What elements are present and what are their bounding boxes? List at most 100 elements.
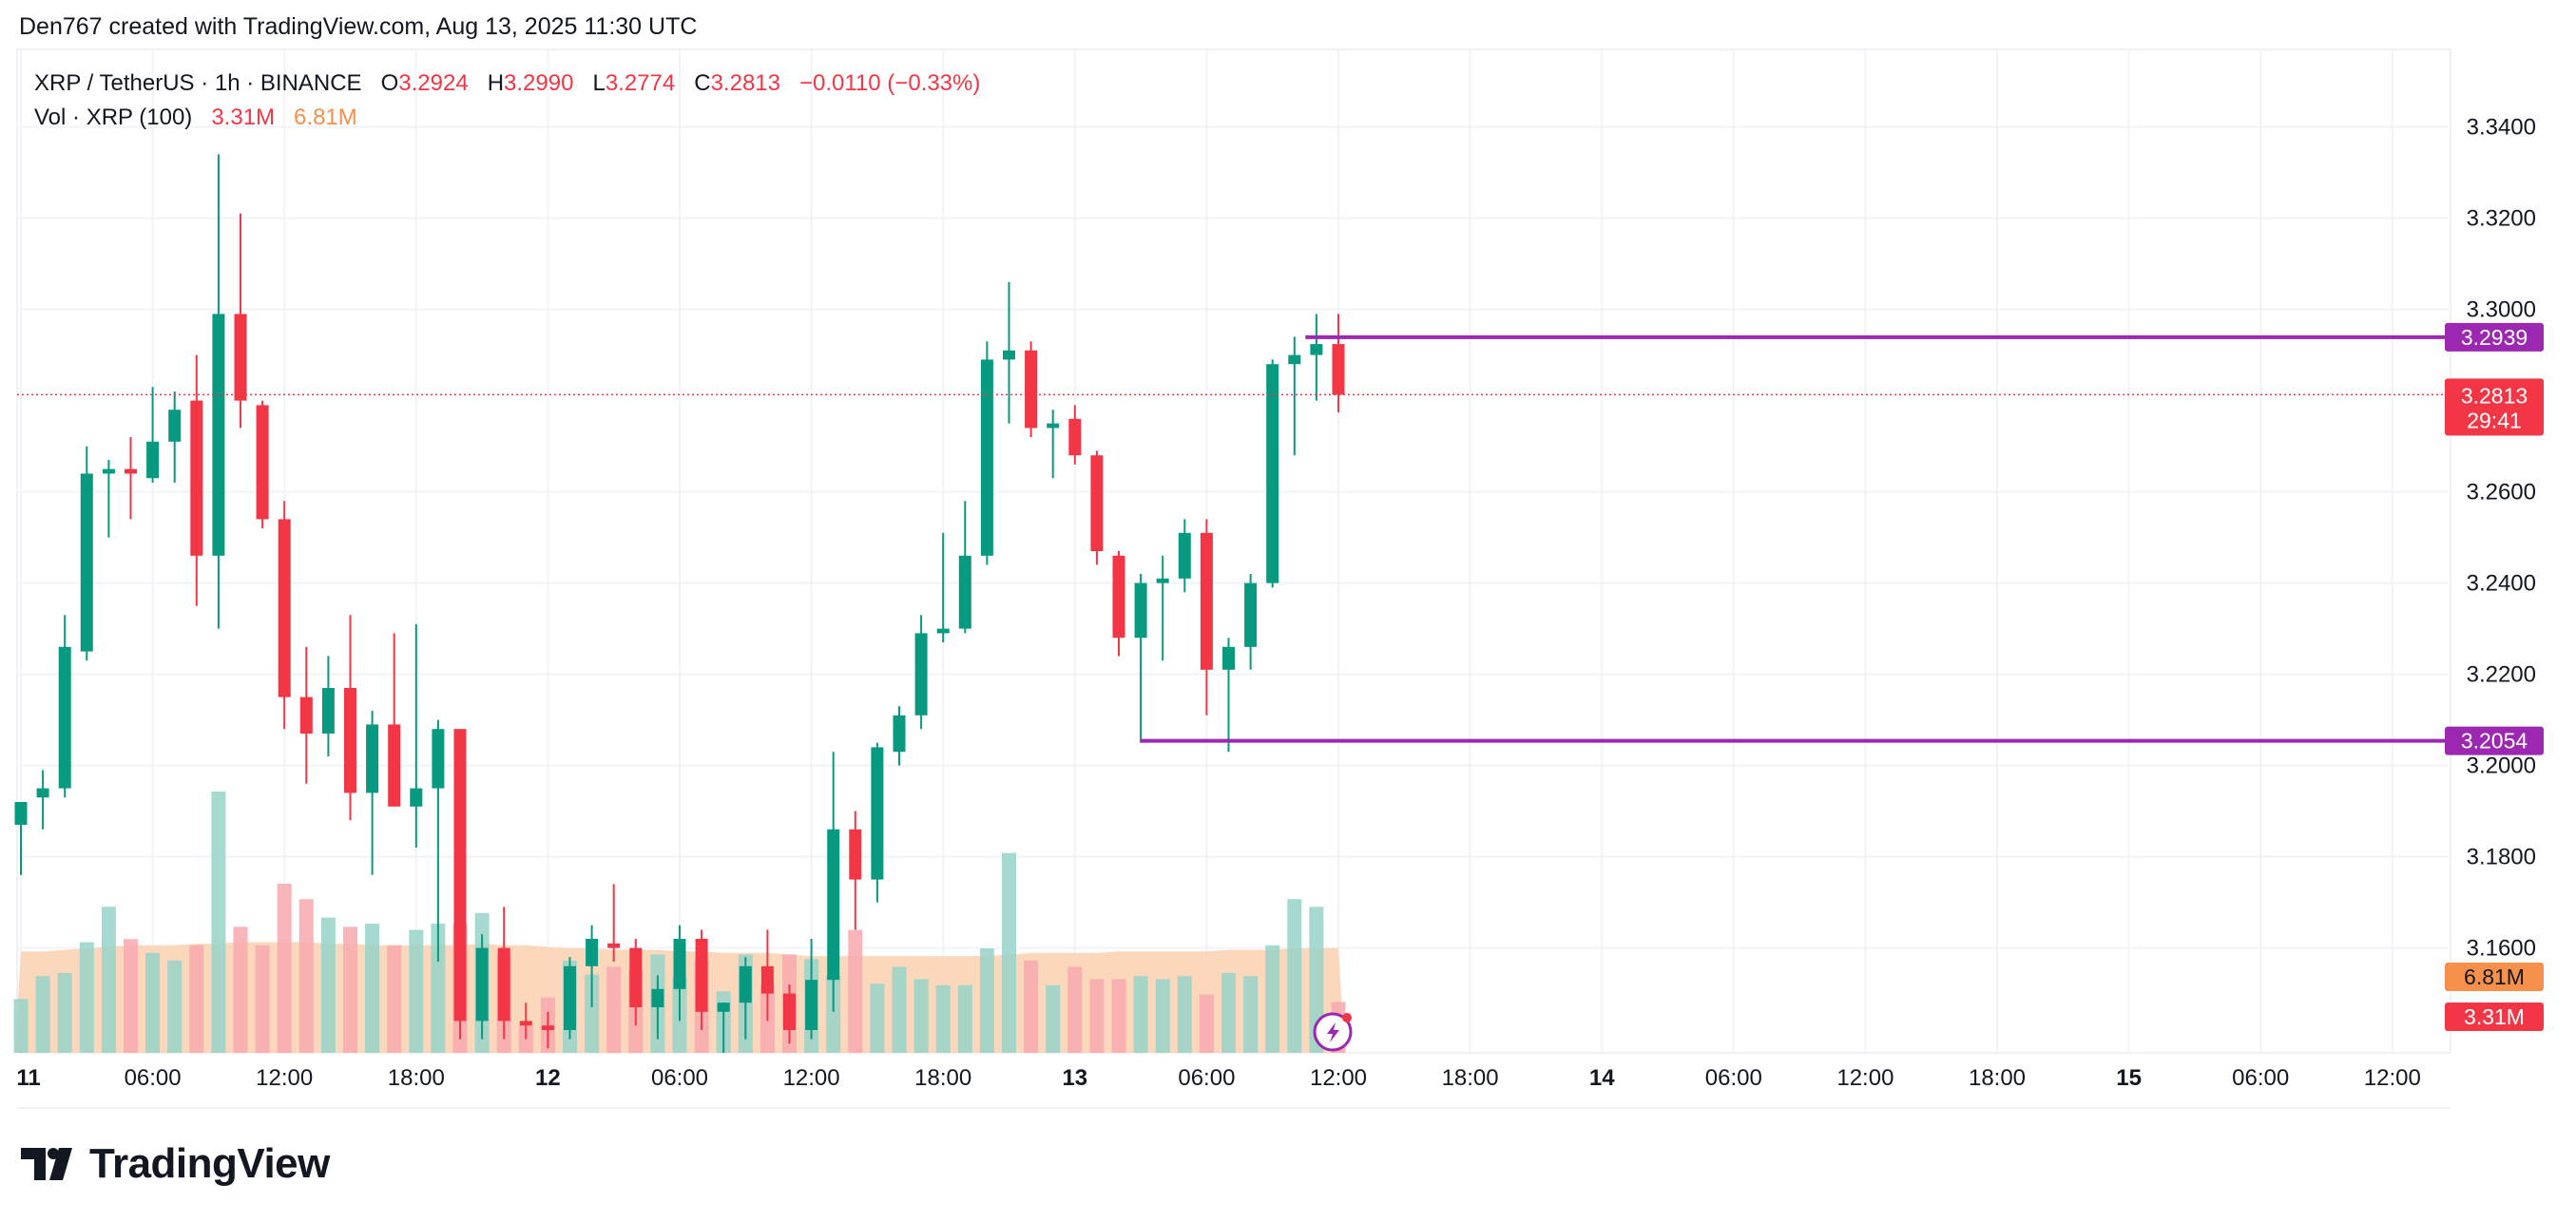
candle-body <box>1134 582 1147 639</box>
volume-bar <box>1111 979 1126 1053</box>
volume-bar <box>298 899 314 1053</box>
volume-bar <box>1089 979 1105 1053</box>
volume-badge-label: 3.31M <box>2464 1004 2525 1029</box>
candle-body <box>893 715 906 753</box>
volume-bar <box>585 974 600 1053</box>
volume-bar <box>124 939 138 1053</box>
ohlc-row: XRP / TetherUS · 1h · BINANCE O3.2924 H3… <box>34 67 980 101</box>
x-tick-label: 11 <box>16 1065 40 1091</box>
candle-body <box>760 965 774 994</box>
y-tick-label: 3.1600 <box>2467 936 2536 962</box>
volume-bar <box>1024 960 1039 1053</box>
volume-bar <box>320 917 336 1053</box>
change-value: −0.0110 (−0.33%) <box>799 70 981 96</box>
candle-body <box>1200 532 1213 670</box>
candle-body <box>1178 532 1191 579</box>
x-tick-label: 12:00 <box>1836 1065 1894 1091</box>
x-tick-label: 18:00 <box>1442 1065 1499 1091</box>
axes-layer: 3.3400 3.3200 3.3000 3.2600 3.2400 3.2200 3.20… <box>16 115 2536 1109</box>
volume-bar <box>79 942 94 1053</box>
x-tick-label: 12:00 <box>256 1065 313 1091</box>
candle-body <box>1112 555 1125 639</box>
candle-body <box>410 788 423 807</box>
volume-bar <box>892 966 907 1053</box>
candle-body <box>849 829 862 880</box>
volume-bar <box>935 984 951 1053</box>
x-tick-label: 12 <box>535 1065 561 1091</box>
candle-body <box>168 410 182 442</box>
candle-body <box>1288 354 1301 365</box>
candle-body <box>1222 646 1235 670</box>
candle-body <box>871 747 884 880</box>
x-tick-label: 06:00 <box>2232 1065 2289 1091</box>
symbol-label[interactable]: XRP / TetherUS · 1h · BINANCE <box>34 70 362 96</box>
candles-layer <box>14 154 1345 1053</box>
close-label: C <box>694 70 711 96</box>
level-badge <box>2445 726 2544 755</box>
volume-bar <box>1199 994 1214 1053</box>
x-tick-label: 18:00 <box>388 1065 445 1091</box>
high-value: 3.2990 <box>504 70 574 96</box>
candle-body <box>958 555 971 629</box>
chart-grid <box>16 48 2451 1054</box>
volume-bar <box>167 960 183 1053</box>
candle-body <box>125 468 137 474</box>
y-tick-label: 3.2400 <box>2467 571 2536 597</box>
tradingview-logo-text: TradingView <box>89 1140 330 1187</box>
open-value: 3.2924 <box>398 70 469 96</box>
candle-body <box>497 947 510 1022</box>
volume-bar <box>145 952 161 1053</box>
volume-bar <box>211 792 226 1053</box>
low-label: L <box>592 70 606 96</box>
candle-body <box>388 724 401 807</box>
volume-bar <box>35 976 50 1053</box>
candle-body <box>256 405 269 520</box>
x-tick-label: 06:00 <box>651 1065 708 1091</box>
x-tick-label: 06:00 <box>1178 1065 1235 1091</box>
y-tick-label: 3.2000 <box>2467 754 2536 779</box>
candle-body <box>739 965 752 1003</box>
level-badge-label: 3.2054 <box>2461 729 2528 754</box>
candle-body <box>651 988 664 1007</box>
volume-bar <box>1067 966 1083 1053</box>
candle-body <box>1244 582 1258 647</box>
candle-body <box>80 473 93 652</box>
y-tick-label: 3.3200 <box>2467 206 2536 232</box>
close-value: 3.2813 <box>710 70 780 96</box>
candle-body <box>629 947 643 1007</box>
volume-row: Vol · XRP (100) 3.31M 6.81M <box>34 101 980 135</box>
candle-body <box>673 939 686 989</box>
y-tick-label: 3.3400 <box>2467 115 2536 141</box>
level-badge <box>2445 322 2544 352</box>
volume-bar <box>1046 984 1061 1053</box>
tradingview-logo[interactable]: TradingView <box>21 1140 330 1188</box>
level-badge-label: 3.2939 <box>2461 325 2528 350</box>
candle-body <box>783 993 796 1030</box>
volume-bar <box>277 884 292 1053</box>
volume-bar <box>1221 972 1236 1053</box>
candle-body <box>1003 350 1015 360</box>
candle-body <box>564 965 576 1030</box>
x-tick-label: 18:00 <box>914 1065 971 1091</box>
volume-bar <box>431 924 446 1053</box>
x-tick-label: 12:00 <box>783 1065 840 1091</box>
volume-bar <box>606 966 622 1053</box>
candle-body <box>1090 455 1104 551</box>
x-tick-label: 14 <box>1589 1065 1615 1091</box>
candle-body <box>1025 350 1038 429</box>
candle-body <box>1332 344 1345 395</box>
candle-body <box>1156 578 1169 583</box>
volume-bar <box>233 926 248 1053</box>
replay-icon[interactable] <box>1313 1012 1353 1052</box>
volume-bar <box>1309 907 1324 1053</box>
candle-body <box>717 1002 730 1012</box>
volume-bar <box>365 924 380 1053</box>
volume-bar <box>57 972 72 1053</box>
x-tick-label: 12:00 <box>1310 1065 1367 1091</box>
x-tick-label: 06:00 <box>125 1065 182 1091</box>
volume-bar <box>409 929 424 1053</box>
volume-label[interactable]: Vol · XRP (100) <box>34 105 193 130</box>
candle-body <box>14 802 28 825</box>
volume-badge <box>2445 1002 2544 1031</box>
